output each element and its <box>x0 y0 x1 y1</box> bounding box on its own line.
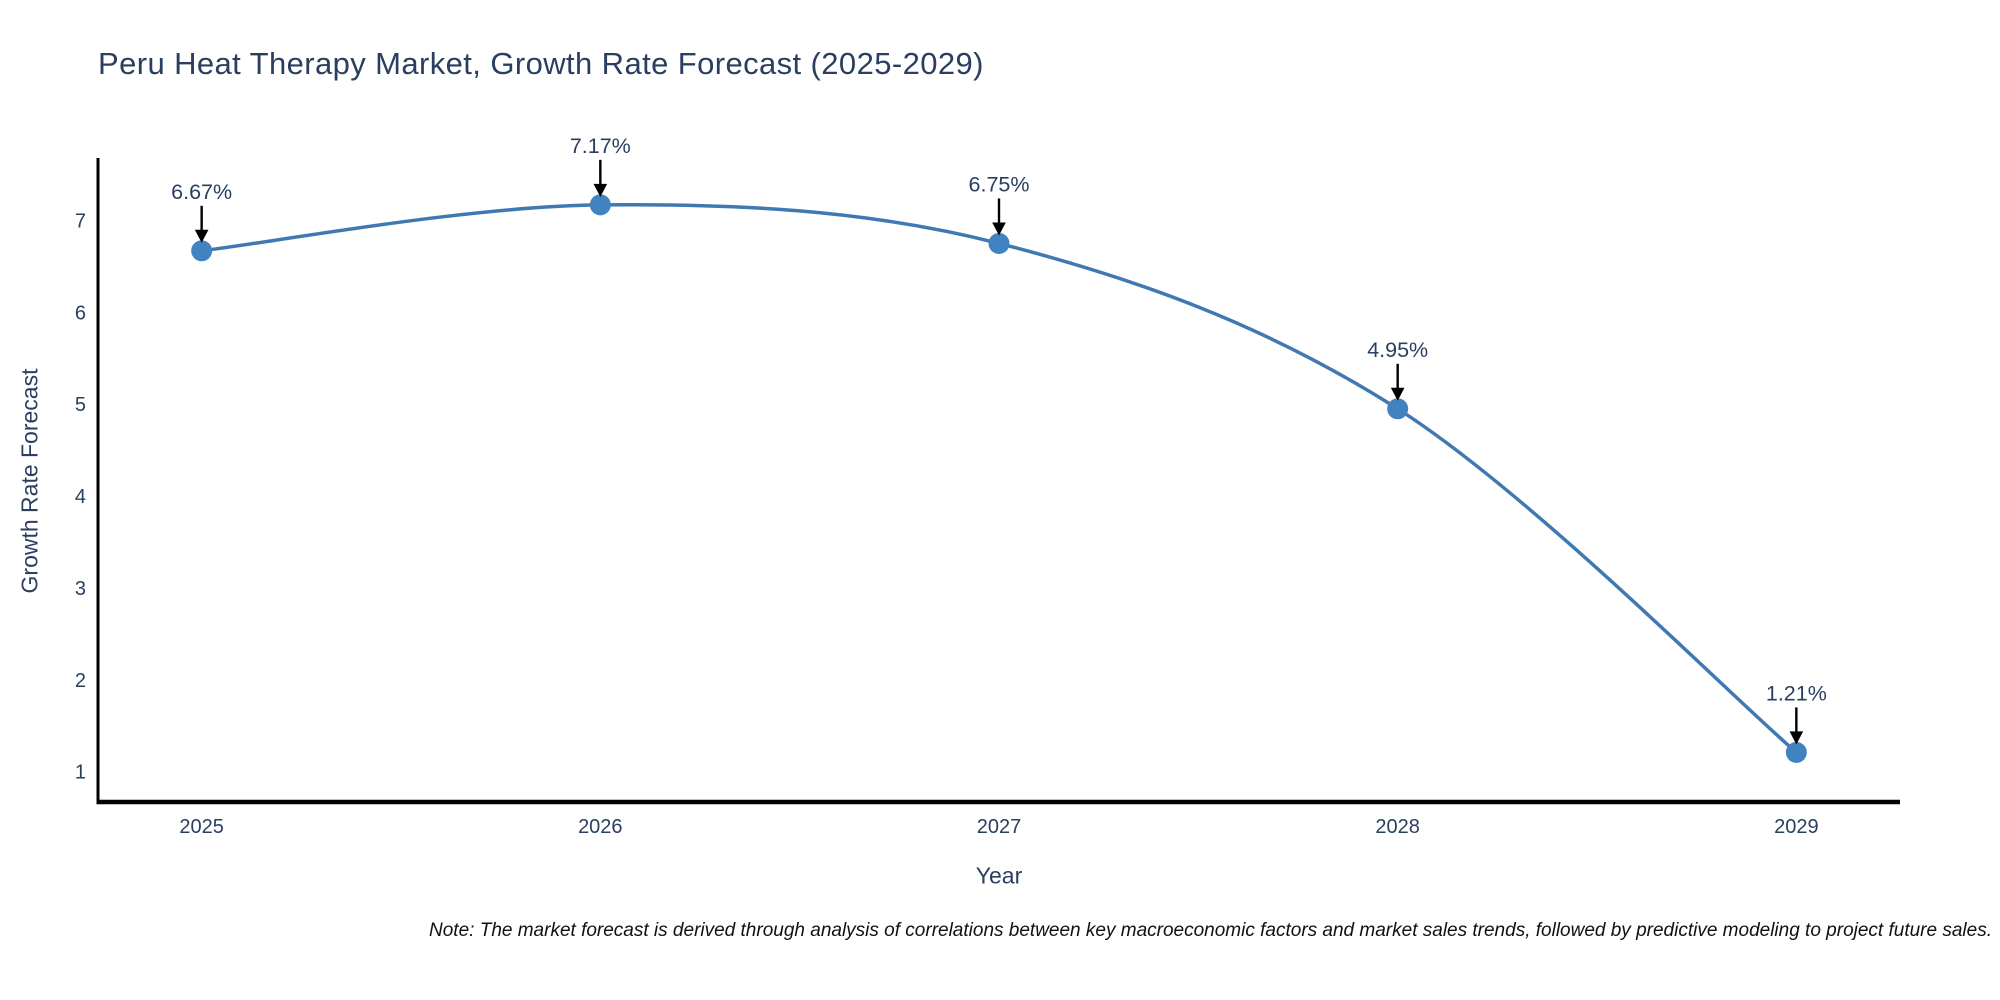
chart-title: Peru Heat Therapy Market, Growth Rate Fo… <box>98 46 984 81</box>
x-tick-label: 2027 <box>977 816 1022 838</box>
point-value-label: 6.67% <box>171 180 232 204</box>
data-point-2027[interactable] <box>988 232 1010 254</box>
chart-note: Note: The market forecast is derived thr… <box>429 920 1992 941</box>
x-tick-label: 2028 <box>1375 816 1420 838</box>
point-value-label: 1.21% <box>1766 681 1827 705</box>
forecast-line <box>199 202 1799 755</box>
data-point-2025[interactable] <box>191 240 213 262</box>
y-axis-title: Growth Rate Forecast <box>16 368 43 594</box>
annotation-arrowhead <box>194 229 209 243</box>
point-value-label: 7.17% <box>570 134 631 158</box>
y-tick-label: 7 <box>75 210 86 232</box>
data-point-2028[interactable] <box>1387 398 1409 420</box>
annotation-arrowhead <box>1390 387 1405 401</box>
x-tick-label: 2025 <box>179 816 224 838</box>
y-tick-label: 2 <box>75 670 86 692</box>
annotation-arrowhead <box>593 183 608 197</box>
y-tick-label: 3 <box>75 578 86 600</box>
point-value-label: 4.95% <box>1367 338 1428 362</box>
point-value-label: 6.75% <box>969 172 1030 196</box>
data-point-2026[interactable] <box>589 194 611 216</box>
y-tick-label: 4 <box>75 486 86 508</box>
annotation-arrowhead <box>1789 731 1804 745</box>
data-point-2029[interactable] <box>1785 741 1807 763</box>
x-tick-label: 2026 <box>578 816 623 838</box>
y-tick-label: 5 <box>75 394 86 416</box>
x-axis-title: Year <box>975 862 1023 889</box>
x-tick-label: 2029 <box>1774 816 1819 838</box>
annotation-arrowhead <box>992 222 1006 236</box>
y-tick-label: 6 <box>75 302 86 324</box>
y-tick-label: 1 <box>75 762 86 784</box>
